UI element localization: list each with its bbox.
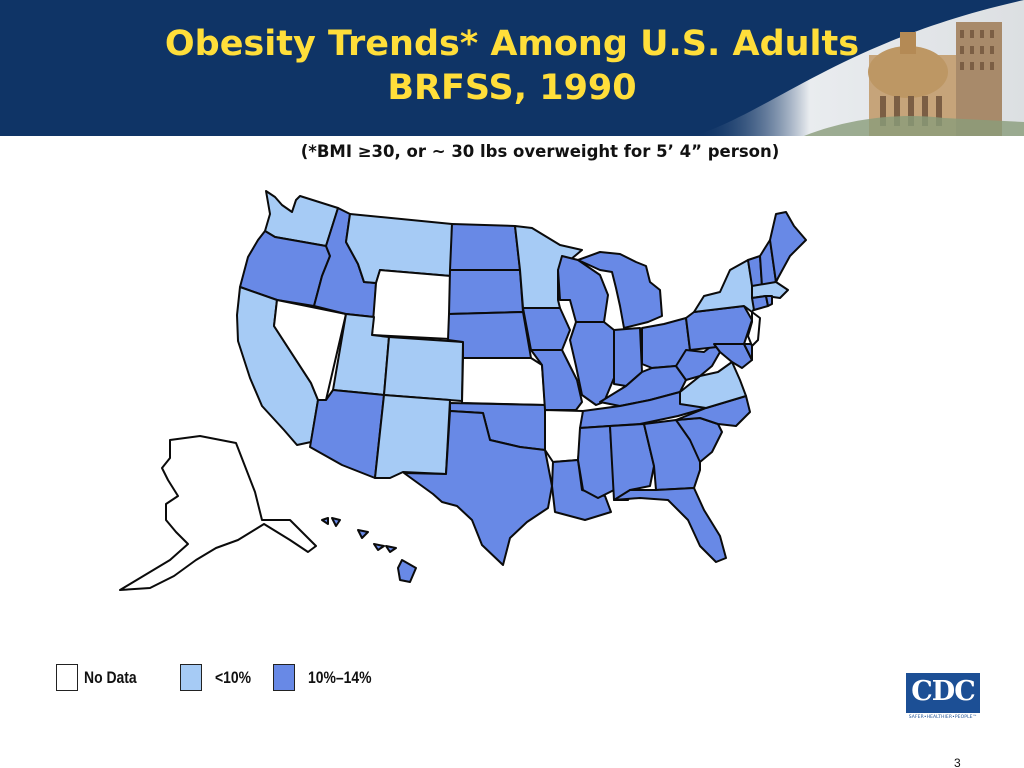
title-line-2: BRFSS, 1990 <box>387 68 637 108</box>
state-hawaii <box>321 517 417 583</box>
state-rhode-island <box>765 295 773 307</box>
cdc-logo-text: CDC <box>911 676 975 707</box>
title-line-1: Obesity Trends* Among U.S. Adults <box>164 24 860 64</box>
header-banner: Obesity Trends* Among U.S. Adults BRFSS,… <box>0 0 1024 136</box>
subtitle-note: (*BMI ≥30, or ~ 30 lbs overweight for 5’… <box>300 142 780 161</box>
state-new-york <box>693 259 757 313</box>
state-kansas <box>461 357 546 406</box>
legend-label-lt10: <10% <box>215 668 252 687</box>
page-number: 3 <box>954 756 961 768</box>
state-washington <box>264 190 339 247</box>
state-wyoming <box>371 269 452 340</box>
state-iowa <box>522 307 571 351</box>
state-colorado <box>383 336 464 402</box>
legend-swatch-10to14 <box>273 664 295 691</box>
state-west-virginia <box>675 343 721 381</box>
state-texas <box>403 410 553 566</box>
state-illinois <box>569 321 615 406</box>
state-missouri <box>530 349 583 411</box>
legend-label-10to14: 10%–14% <box>308 668 372 687</box>
page-title: Obesity Trends* Among U.S. Adults BRFSS,… <box>0 22 1024 110</box>
map-legend: No Data <10% 10%–14% <box>0 664 1024 694</box>
state-maine <box>769 211 807 283</box>
state-new-mexico <box>374 394 451 479</box>
state-delaware <box>743 343 753 361</box>
state-florida <box>613 487 727 563</box>
state-arkansas <box>544 409 584 463</box>
state-michigan <box>577 251 663 329</box>
state-wisconsin <box>557 255 609 323</box>
legend-swatch-no-data <box>56 664 78 691</box>
cdc-logo-tagline: SAFER•HEALTHIER•PEOPLE™ <box>908 715 978 720</box>
state-alaska <box>119 435 317 591</box>
state-new-jersey <box>747 311 761 347</box>
state-virginia <box>679 361 747 409</box>
state-south-dakota <box>448 269 524 315</box>
cdc-logo: CDC SAFER•HEALTHIER•PEOPLE™ <box>906 673 980 721</box>
cdc-logo-box: CDC <box>906 673 980 713</box>
state-mississippi <box>577 425 615 499</box>
capitol-dome-image <box>694 0 1024 136</box>
state-north-dakota <box>449 223 521 271</box>
legend-swatch-lt10 <box>180 664 202 691</box>
legend-label-no-data: No Data <box>84 668 137 687</box>
state-arizona <box>309 389 385 479</box>
